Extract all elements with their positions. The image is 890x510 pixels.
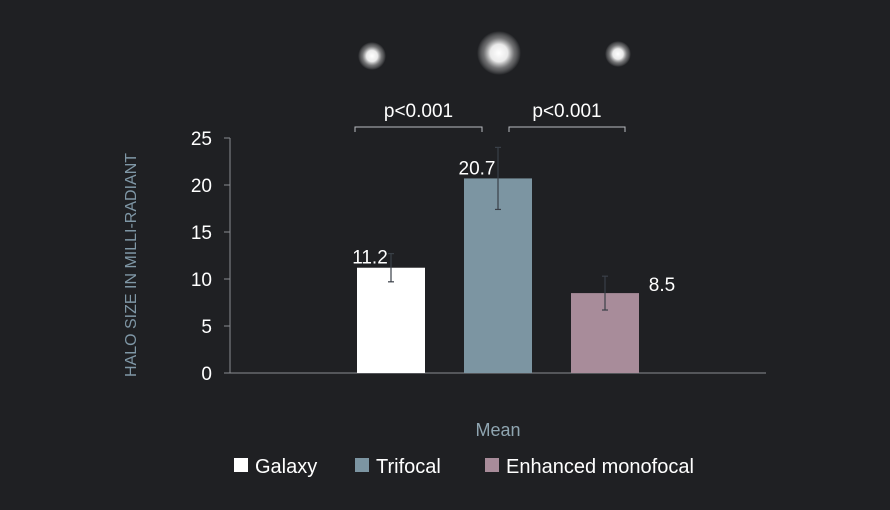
- y-tick-label: 0: [201, 364, 212, 385]
- significance-bracket: [508, 126, 626, 132]
- y-axis-label: HALO SIZE IN MILLI-RADIANT: [123, 153, 140, 377]
- x-axis-label: Mean: [475, 420, 520, 440]
- halo-image-enhanced-monofocal: [605, 41, 631, 67]
- data-label: 20.7: [459, 158, 496, 179]
- y-tick-label: 15: [191, 223, 212, 244]
- y-tick-label: 10: [191, 270, 212, 291]
- significance-bracket: [354, 126, 483, 132]
- axes: 0 5 10 15 20 25: [191, 129, 766, 385]
- y-tick-label: 5: [201, 317, 212, 338]
- y-tick-label: 25: [191, 129, 212, 150]
- bar-galaxy: [357, 267, 425, 373]
- bar-trifocal: [464, 178, 532, 373]
- halo-image-galaxy: [358, 42, 386, 70]
- p-value-label: p<0.001: [384, 101, 453, 122]
- legend-swatch: [355, 458, 369, 472]
- significance-brackets: p<0.001 p<0.001: [354, 101, 626, 132]
- legend-label: Galaxy: [255, 456, 317, 478]
- legend-label: Trifocal: [376, 456, 441, 478]
- halo-images: [358, 31, 631, 75]
- legend-swatch: [485, 458, 499, 472]
- bars: [357, 146, 639, 373]
- data-label: 11.2: [352, 248, 388, 269]
- y-tick-label: 20: [191, 176, 212, 197]
- p-value-label: p<0.001: [532, 101, 601, 122]
- data-labels: 11.2 20.7 8.5: [352, 158, 675, 296]
- legend-swatch: [234, 458, 248, 472]
- legend-label: Enhanced monofocal: [506, 456, 694, 478]
- data-label: 8.5: [649, 275, 675, 296]
- halo-image-trifocal: [477, 31, 521, 75]
- legend: Galaxy Trifocal Enhanced monofocal: [234, 456, 694, 478]
